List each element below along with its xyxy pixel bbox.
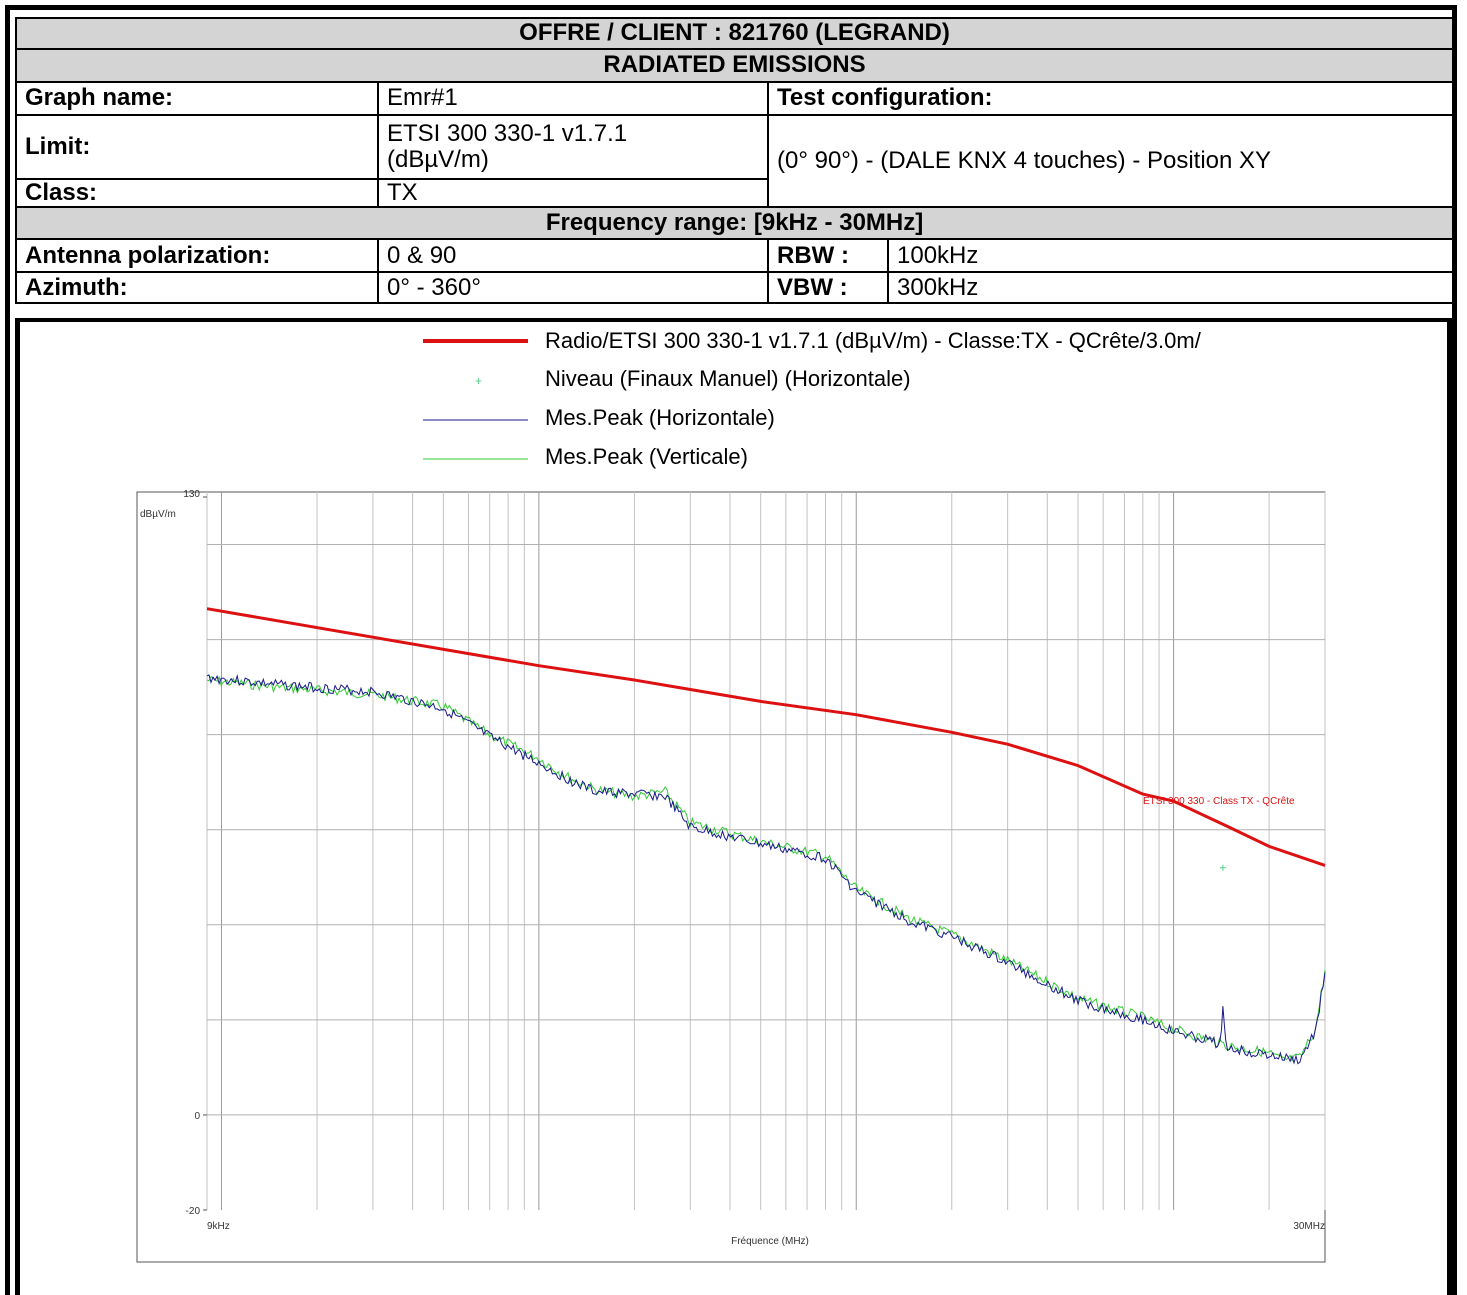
legend: Radio/ETSI 300 330-1 v1.7.1 (dBµV/m) - C… xyxy=(423,328,1202,469)
test-info-table: OFFRE / CLIENT : 821760 (LEGRAND) RADIAT… xyxy=(14,17,1455,305)
antenna-polarization-value: 0 & 90 xyxy=(377,238,769,274)
final-level-marker xyxy=(1219,864,1226,871)
limit-annotation: ETSI 300 330 - Class TX - QCrête xyxy=(1143,796,1295,807)
azimuth-label: Azimuth: xyxy=(15,271,379,305)
y-axis-label: dBµV/m xyxy=(140,509,176,520)
graph-name-label: Graph name: xyxy=(15,81,379,116)
limit-value: ETSI 300 330-1 v1.7.1 (dBµV/m) xyxy=(377,114,769,180)
y-tick-label: 0 xyxy=(194,1111,200,1122)
x-tick-label: 30MHz xyxy=(1293,1221,1325,1232)
legend-label-limit: Radio/ETSI 300 330-1 v1.7.1 (dBµV/m) - C… xyxy=(545,328,1202,353)
plot-frame xyxy=(136,491,1326,1263)
legend-label-marker: Niveau (Finaux Manuel) (Horizontale) xyxy=(545,366,911,391)
report-subtitle: RADIATED EMISSIONS xyxy=(14,48,1455,83)
legend-label-horizontal: Mes.Peak (Horizontale) xyxy=(545,405,775,430)
legend-label-vertical: Mes.Peak (Verticale) xyxy=(545,444,748,469)
y-axis-ticks: 130 0 -20 xyxy=(183,489,207,1217)
page-frame xyxy=(5,5,1457,1295)
vbw-label: VBW : xyxy=(767,271,889,305)
x-axis-label: Fréquence (MHz) xyxy=(731,1236,809,1247)
rbw-value: 100kHz xyxy=(886,238,1455,274)
y-tick-label: -20 xyxy=(186,1206,201,1217)
vbw-value: 300kHz xyxy=(886,271,1455,305)
antenna-polarization-label: Antenna polarization: xyxy=(15,238,379,274)
azimuth-value: 0° - 360° xyxy=(377,271,769,305)
test-config-value: (0° 90°) - (DALE KNX 4 touches) - Positi… xyxy=(766,113,1455,209)
series-layer xyxy=(206,607,1326,1065)
grid xyxy=(206,492,1326,1210)
test-config-label: Test configuration: xyxy=(766,81,1455,116)
legend-swatch-marker: + xyxy=(475,374,482,388)
x-axis-ticks: 9kHz 30MHz xyxy=(207,1221,1325,1232)
x-tick-label: 9kHz xyxy=(207,1221,230,1232)
limit-value-line2: (dBµV/m) xyxy=(387,146,489,173)
class-label: Class: xyxy=(15,177,379,209)
y-tick-label: 130 xyxy=(183,489,200,500)
series-peak-vertical xyxy=(206,675,1326,1063)
rbw-label: RBW : xyxy=(767,238,889,274)
limit-value-line1: ETSI 300 330-1 v1.7.1 xyxy=(387,119,628,147)
report-title: OFFRE / CLIENT : 821760 (LEGRAND) xyxy=(14,17,1455,50)
chart-panel xyxy=(15,318,1452,1295)
series-peak-horizontal xyxy=(206,673,1326,1065)
limit-label: Limit: xyxy=(15,114,379,180)
graph-name-value: Emr#1 xyxy=(377,81,769,116)
class-value: TX xyxy=(377,177,769,209)
frequency-range: Frequency range: [9kHz - 30MHz] xyxy=(14,206,1455,241)
series-limit-line xyxy=(206,607,1326,867)
